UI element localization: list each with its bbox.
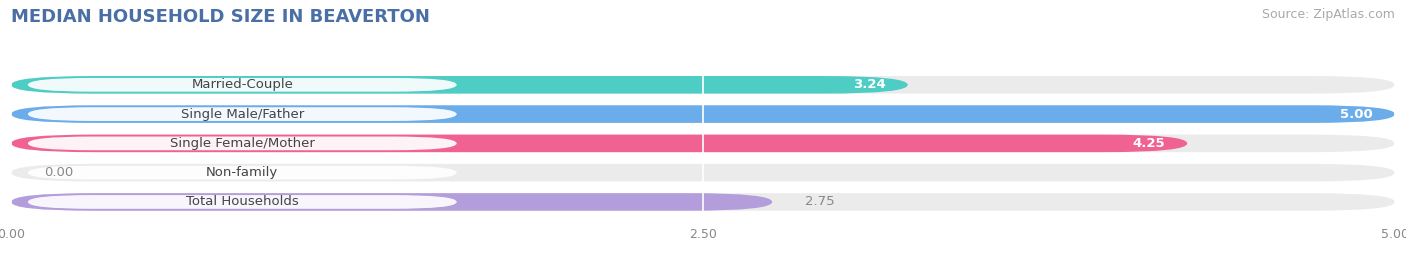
Text: 2.75: 2.75 (806, 195, 835, 209)
FancyBboxPatch shape (28, 166, 457, 180)
FancyBboxPatch shape (11, 76, 1395, 94)
FancyBboxPatch shape (28, 107, 457, 121)
FancyBboxPatch shape (11, 135, 1187, 152)
Text: Married-Couple: Married-Couple (191, 78, 294, 91)
FancyBboxPatch shape (11, 105, 1395, 123)
FancyBboxPatch shape (11, 135, 1395, 152)
Text: 3.24: 3.24 (853, 78, 886, 91)
FancyBboxPatch shape (28, 78, 457, 92)
Text: Single Female/Mother: Single Female/Mother (170, 137, 315, 150)
FancyBboxPatch shape (11, 105, 1395, 123)
Text: 5.00: 5.00 (1340, 107, 1372, 121)
FancyBboxPatch shape (11, 193, 772, 211)
Text: 4.25: 4.25 (1132, 137, 1166, 150)
Text: Non-family: Non-family (207, 166, 278, 179)
FancyBboxPatch shape (11, 193, 1395, 211)
Text: Single Male/Father: Single Male/Father (180, 107, 304, 121)
Text: Source: ZipAtlas.com: Source: ZipAtlas.com (1261, 8, 1395, 21)
Text: Total Households: Total Households (186, 195, 298, 209)
FancyBboxPatch shape (11, 76, 908, 94)
Text: MEDIAN HOUSEHOLD SIZE IN BEAVERTON: MEDIAN HOUSEHOLD SIZE IN BEAVERTON (11, 8, 430, 26)
FancyBboxPatch shape (28, 136, 457, 150)
Text: 0.00: 0.00 (45, 166, 73, 179)
FancyBboxPatch shape (11, 164, 1395, 181)
FancyBboxPatch shape (28, 195, 457, 209)
